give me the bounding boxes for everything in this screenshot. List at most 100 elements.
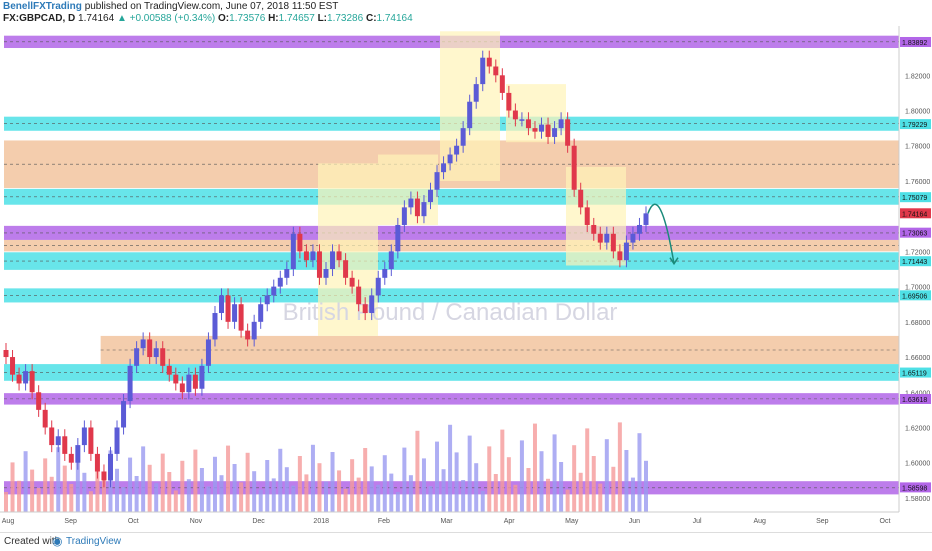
candle-body bbox=[114, 427, 120, 454]
symbol-watermark: British Pound / Canadian Dollar bbox=[283, 299, 618, 326]
candle-body bbox=[219, 295, 225, 314]
volume-bar bbox=[369, 466, 374, 512]
candle-body bbox=[192, 374, 198, 389]
high-value: 1.74657 bbox=[278, 13, 315, 24]
volume-bar bbox=[493, 474, 498, 512]
price-badge bbox=[900, 227, 931, 238]
volume-bar bbox=[82, 472, 87, 512]
price-badge-label: 1.69506 bbox=[902, 293, 927, 300]
volume-bar bbox=[376, 484, 381, 512]
volume-bar bbox=[141, 446, 146, 512]
price-badge bbox=[900, 208, 931, 219]
volume-bar bbox=[421, 458, 426, 512]
volume-layer bbox=[4, 422, 648, 512]
tradingview-brand[interactable]: TradingView bbox=[66, 536, 122, 547]
candle-body bbox=[636, 224, 642, 234]
volume-bar bbox=[219, 475, 224, 512]
author-link[interactable]: BenellFXTrading bbox=[3, 1, 82, 12]
volume-bar bbox=[467, 435, 472, 512]
y-tick-label: 1.70000 bbox=[905, 285, 930, 292]
volume-bar bbox=[115, 468, 120, 512]
forecast-arrow-path bbox=[647, 203, 675, 264]
created-with-text: Created with bbox=[4, 536, 61, 547]
x-tick-label: Feb bbox=[378, 518, 390, 525]
volume-bar bbox=[382, 455, 387, 512]
x-tick-label: May bbox=[565, 518, 579, 525]
close-value: 1.74164 bbox=[376, 13, 413, 24]
volume-bar bbox=[10, 462, 15, 512]
volume-bar bbox=[598, 483, 603, 512]
volume-bar bbox=[199, 468, 204, 512]
candle-body bbox=[303, 251, 309, 261]
volume-bar bbox=[212, 456, 217, 512]
y-tick-label: 1.72000 bbox=[905, 249, 930, 256]
x-tick-label: Sep bbox=[816, 518, 829, 525]
candle-body bbox=[558, 119, 564, 129]
candle-body bbox=[512, 110, 518, 120]
candle-body bbox=[610, 233, 616, 252]
candle-body bbox=[552, 128, 558, 137]
y-tick-label: 1.64000 bbox=[905, 390, 930, 397]
volume-bar bbox=[134, 476, 139, 512]
open-value: 1.73576 bbox=[229, 13, 266, 24]
volume-bar bbox=[356, 477, 361, 512]
candle-body bbox=[127, 365, 133, 402]
low-value: 1.73286 bbox=[327, 13, 364, 24]
y-tick-label: 1.80000 bbox=[905, 109, 930, 116]
candle-body bbox=[199, 365, 205, 389]
tradingview-logo-icon: ◉ bbox=[52, 534, 63, 548]
candle-body bbox=[401, 207, 407, 225]
axis-background bbox=[899, 26, 932, 512]
volume-bar bbox=[428, 486, 433, 512]
volume-bar bbox=[441, 469, 446, 512]
volume-bar bbox=[630, 477, 635, 512]
volume-bar bbox=[232, 464, 237, 512]
candle-body bbox=[101, 471, 107, 481]
x-tick-label: Oct bbox=[880, 518, 891, 525]
candle-body bbox=[519, 119, 525, 121]
price-badge bbox=[900, 367, 931, 378]
volume-bar bbox=[644, 460, 648, 512]
candle-layer bbox=[3, 50, 649, 488]
price-badge bbox=[900, 36, 931, 47]
volume-bar bbox=[160, 453, 165, 512]
symbol-label[interactable]: FX:GBPCAD, D bbox=[3, 13, 76, 24]
y-tick-label: 1.82000 bbox=[905, 73, 930, 80]
zone-purple-10 bbox=[4, 393, 899, 405]
price-badge bbox=[900, 290, 931, 301]
volume-bar bbox=[49, 476, 54, 512]
x-tick-label: Jul bbox=[693, 518, 702, 525]
y-tick-label: 1.60000 bbox=[905, 461, 930, 468]
volume-bar bbox=[271, 478, 276, 512]
volume-bar bbox=[317, 463, 322, 512]
price-chart[interactable]: British Pound / Canadian Dollar 1.82000 1… bbox=[0, 26, 932, 532]
price-axis[interactable]: 1.82000 1.80000 1.78000 1.76000 1.72000 1.700… bbox=[898, 26, 932, 512]
volume-bar bbox=[337, 470, 342, 512]
candle-body bbox=[597, 233, 603, 243]
volume-bar bbox=[193, 449, 198, 512]
volume-bar bbox=[565, 489, 570, 512]
volume-bar bbox=[637, 433, 642, 512]
high-label: H: bbox=[268, 13, 279, 24]
candle-body bbox=[94, 453, 100, 472]
volume-bar bbox=[578, 472, 583, 512]
candle-body bbox=[16, 374, 22, 384]
time-axis[interactable]: Aug Sep Oct Nov Dec 2018 Feb Mar Apr May Jun Jul Aug… bbox=[0, 511, 899, 525]
candle-body bbox=[316, 251, 322, 278]
volume-bar bbox=[513, 484, 518, 512]
price-badge bbox=[900, 482, 931, 493]
volume-bar bbox=[389, 473, 394, 512]
candle-body bbox=[421, 202, 427, 217]
volume-bar bbox=[402, 447, 407, 512]
candle-body bbox=[499, 75, 505, 93]
volume-bar bbox=[330, 452, 335, 512]
candle-body bbox=[271, 286, 277, 296]
candle-body bbox=[545, 124, 551, 137]
volume-bar bbox=[56, 447, 61, 512]
volume-bar bbox=[539, 451, 544, 512]
candle-body bbox=[414, 198, 420, 217]
volume-bar bbox=[585, 428, 590, 512]
volume-bar bbox=[461, 480, 466, 512]
candle-body bbox=[62, 436, 68, 454]
candle-body bbox=[630, 233, 636, 243]
